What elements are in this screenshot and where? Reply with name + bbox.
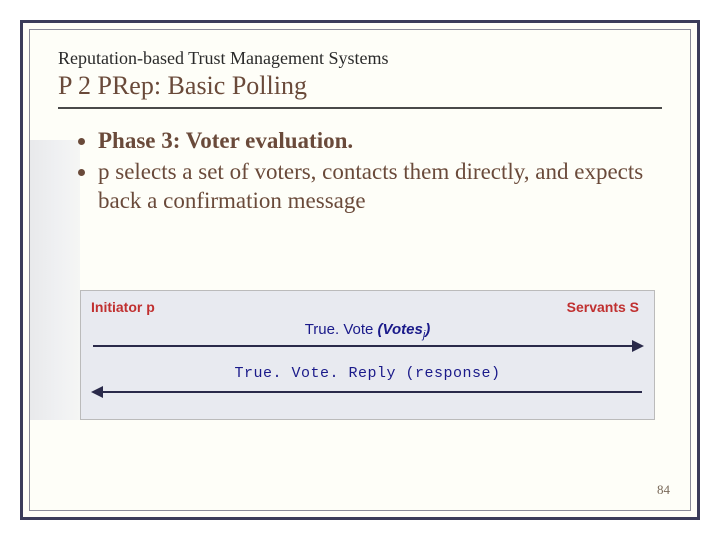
- inner-border: Reputation-based Trust Management System…: [29, 29, 691, 511]
- phase-text: Phase 3: Voter evaluation.: [98, 128, 353, 153]
- super-title: Reputation-based Trust Management System…: [58, 48, 662, 69]
- outer-border: Reputation-based Trust Management System…: [20, 20, 700, 520]
- arrow-request: [93, 345, 642, 347]
- bullet-list: Phase 3: Voter evaluation. p selects a s…: [58, 127, 662, 215]
- msg1-prefix: True. Vote: [305, 321, 378, 338]
- page-number: 84: [657, 482, 670, 498]
- protocol-diagram: Initiator p Servants S True. Vote (Votes…: [80, 290, 655, 420]
- initiator-label: Initiator p: [91, 299, 155, 315]
- arrow-reply: [93, 391, 642, 393]
- main-title: P 2 PRep: Basic Polling: [58, 71, 662, 101]
- message-2-label: True. Vote. Reply (response): [81, 365, 654, 382]
- msg1-votes: (Votes: [378, 321, 423, 338]
- servants-label: Servants S: [567, 299, 639, 315]
- bullet-desc: p selects a set of voters, contacts them…: [98, 158, 652, 216]
- slide-content: Reputation-based Trust Management System…: [30, 30, 690, 510]
- bullet-phase: Phase 3: Voter evaluation.: [98, 127, 652, 156]
- diagram-inner: Initiator p Servants S True. Vote (Votes…: [81, 291, 654, 419]
- title-divider: [58, 107, 662, 109]
- msg1-suffix: ): [425, 321, 430, 338]
- message-1-label: True. Vote (Votesj): [81, 321, 654, 341]
